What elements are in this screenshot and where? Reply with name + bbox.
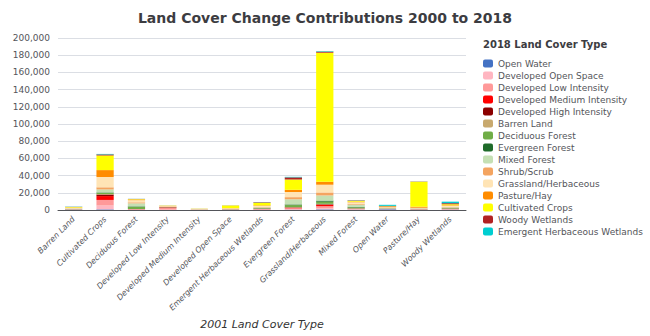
svg-text:Pasture/Hay: Pasture/Hay bbox=[498, 191, 553, 201]
svg-text:Barren Land: Barren Land bbox=[498, 119, 553, 129]
svg-text:Evergreen Forest: Evergreen Forest bbox=[498, 143, 575, 153]
svg-text:100,000: 100,000 bbox=[13, 119, 50, 129]
svg-text:Developed Low Intensity: Developed Low Intensity bbox=[498, 83, 610, 93]
svg-text:Open Water: Open Water bbox=[498, 59, 552, 69]
svg-text:Pasture/Hay: Pasture/Hay bbox=[381, 214, 423, 256]
svg-text:Cultivated Crops: Cultivated Crops bbox=[54, 214, 109, 269]
svg-text:Developed High Intensity: Developed High Intensity bbox=[498, 107, 613, 117]
svg-text:Developed Low Intensity: Developed Low Intensity bbox=[95, 214, 171, 291]
svg-text:Barren Land: Barren Land bbox=[35, 214, 77, 256]
svg-text:Evergreen Forest: Evergreen Forest bbox=[242, 214, 298, 270]
svg-text:Developed Medium Intensity: Developed Medium Intensity bbox=[115, 214, 203, 303]
svg-text:Cultivated Crops: Cultivated Crops bbox=[498, 203, 573, 213]
svg-text:2001 Land Cover Type: 2001 Land Cover Type bbox=[200, 318, 324, 331]
svg-text:Emergent Herbaceous Wetlands: Emergent Herbaceous Wetlands bbox=[498, 227, 643, 237]
svg-text:Mixed Forest: Mixed Forest bbox=[498, 155, 556, 165]
svg-text:Grassland/Herbaceous: Grassland/Herbaceous bbox=[257, 214, 328, 285]
svg-text:20,000: 20,000 bbox=[19, 188, 51, 198]
svg-text:Shrub/Scrub: Shrub/Scrub bbox=[498, 167, 554, 177]
svg-text:Developed Open Space: Developed Open Space bbox=[161, 214, 234, 288]
svg-text:Deciduous Forest: Deciduous Forest bbox=[498, 131, 576, 141]
svg-text:Grassland/Herbaceous: Grassland/Herbaceous bbox=[498, 179, 600, 189]
svg-text:Land Cover Change Contribution: Land Cover Change Contributions 2000 to … bbox=[138, 10, 512, 26]
svg-text:Open Water: Open Water bbox=[350, 214, 391, 255]
svg-text:Developed Open Space: Developed Open Space bbox=[498, 71, 604, 81]
svg-text:80,000: 80,000 bbox=[19, 136, 51, 146]
svg-text:2018 Land Cover Type: 2018 Land Cover Type bbox=[483, 39, 607, 50]
svg-text:200,000: 200,000 bbox=[13, 33, 50, 43]
svg-text:140,000: 140,000 bbox=[13, 85, 50, 95]
svg-text:40,000: 40,000 bbox=[19, 171, 51, 181]
svg-text:Woody Wetlands: Woody Wetlands bbox=[400, 215, 454, 269]
svg-text:0: 0 bbox=[44, 205, 50, 215]
svg-text:60,000: 60,000 bbox=[19, 153, 51, 163]
svg-text:Mixed Forest: Mixed Forest bbox=[316, 214, 360, 258]
svg-text:Deciduous Forest: Deciduous Forest bbox=[84, 214, 140, 270]
svg-text:Woody Wetlands: Woody Wetlands bbox=[498, 215, 573, 225]
svg-text:Emergent Herbaceous Wetlands: Emergent Herbaceous Wetlands bbox=[167, 214, 266, 313]
svg-text:120,000: 120,000 bbox=[13, 102, 50, 112]
svg-text:160,000: 160,000 bbox=[13, 67, 50, 77]
svg-text:Developed Medium Intensity: Developed Medium Intensity bbox=[498, 95, 628, 105]
svg-text:180,000: 180,000 bbox=[13, 50, 50, 60]
